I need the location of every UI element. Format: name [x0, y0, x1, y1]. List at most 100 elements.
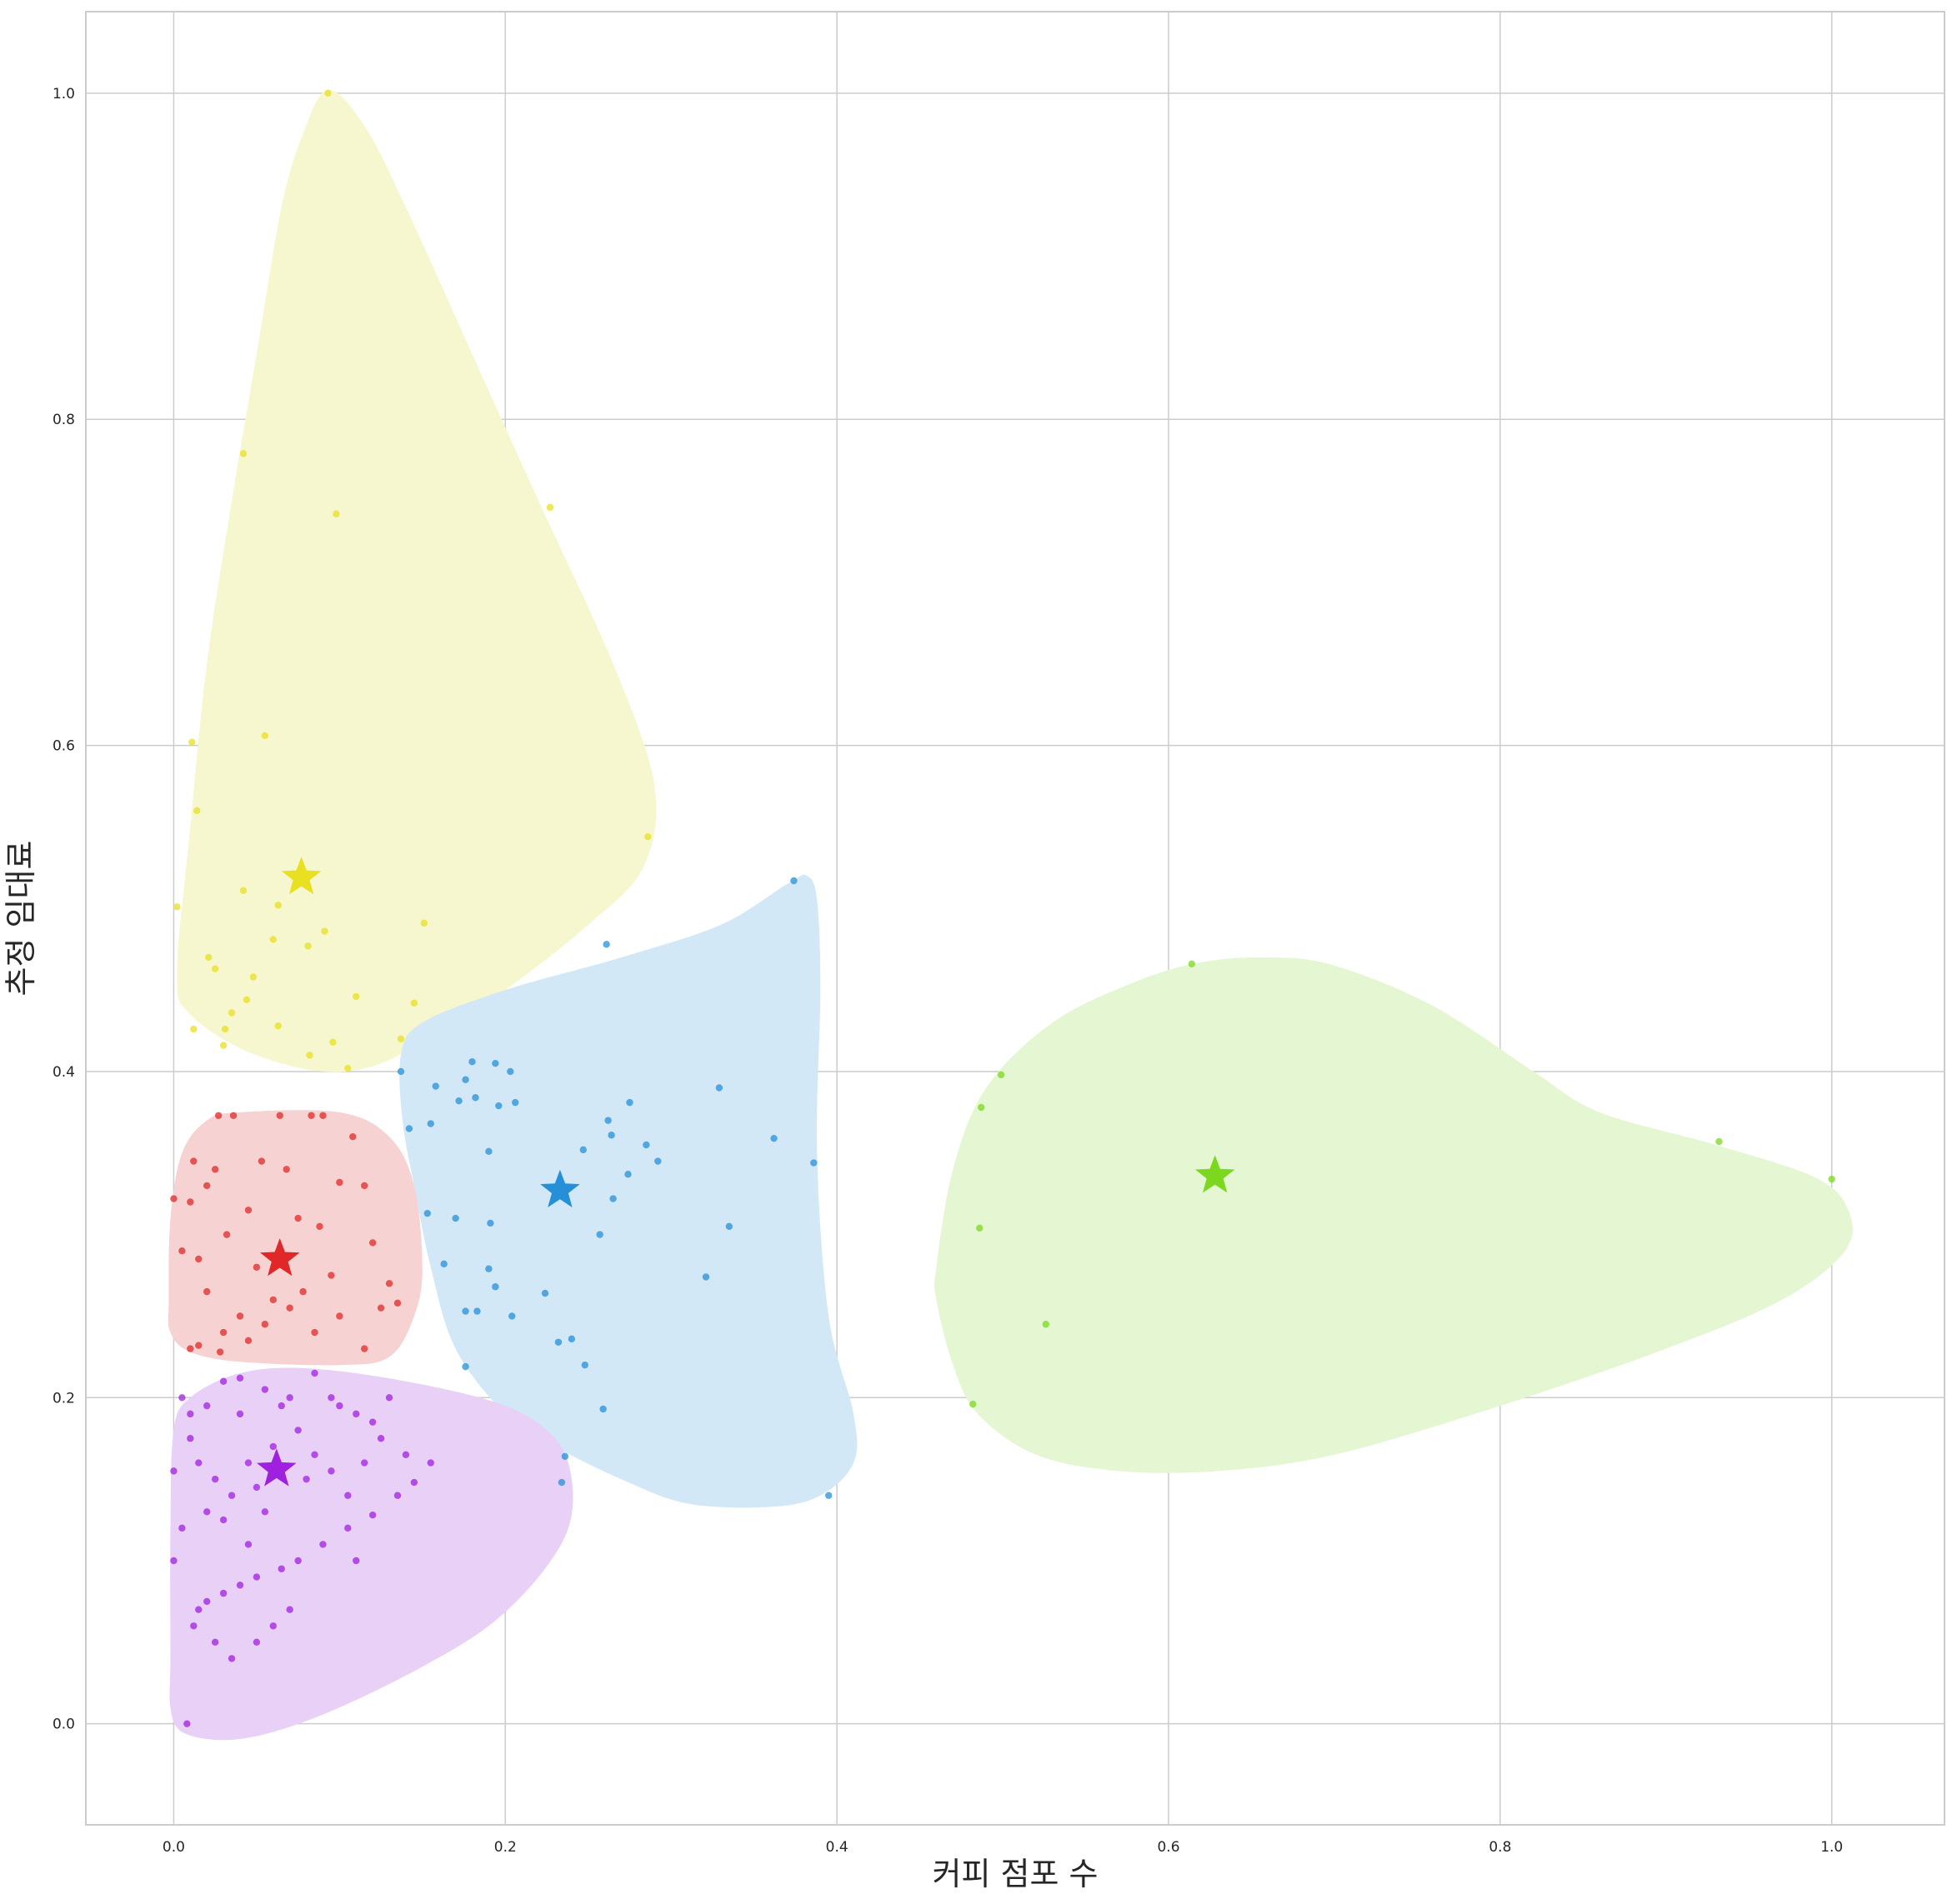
data-point — [203, 1508, 211, 1516]
data-point — [294, 1557, 302, 1565]
data-point — [183, 1720, 191, 1727]
data-point — [420, 919, 428, 927]
data-point — [236, 1312, 244, 1320]
data-point — [195, 1606, 203, 1613]
data-point — [368, 1239, 377, 1247]
data-point — [393, 1492, 402, 1499]
data-point — [319, 1541, 327, 1548]
data-point — [294, 1214, 302, 1222]
data-point — [219, 1516, 228, 1524]
data-point — [1828, 1175, 1835, 1183]
data-point — [508, 1312, 516, 1320]
x-tick-label: 0.2 — [494, 1839, 517, 1856]
data-point — [385, 1280, 393, 1287]
data-point — [219, 1589, 228, 1597]
data-point — [624, 1171, 632, 1178]
data-point — [715, 1084, 723, 1092]
data-point — [328, 1272, 335, 1279]
data-point — [512, 1098, 519, 1107]
data-point — [316, 1222, 323, 1231]
data-point — [487, 1219, 494, 1227]
data-point — [278, 1402, 285, 1410]
data-point — [269, 936, 277, 943]
data-point — [546, 503, 554, 512]
data-point — [187, 1198, 194, 1206]
data-point — [178, 1247, 186, 1255]
data-point — [170, 1195, 178, 1202]
data-point — [178, 1524, 186, 1532]
data-point — [303, 1475, 310, 1483]
data-point — [311, 1328, 318, 1337]
data-point — [485, 1147, 493, 1156]
centroid-star-2 — [1194, 1155, 1235, 1193]
data-point — [187, 1435, 194, 1442]
cluster-region-2 — [934, 957, 1853, 1473]
y-axis-title: 추정 임대료 — [3, 841, 39, 997]
data-point — [306, 1052, 313, 1059]
y-tick-label: 1.0 — [53, 86, 75, 102]
data-point — [997, 1071, 1005, 1079]
data-point — [219, 1042, 228, 1049]
data-point — [978, 1103, 985, 1112]
data-point — [427, 1459, 434, 1467]
data-point — [361, 1182, 368, 1190]
data-point — [258, 1157, 266, 1165]
data-point — [790, 877, 798, 885]
data-point — [261, 1386, 269, 1393]
data-point — [603, 941, 610, 948]
data-point — [269, 1296, 277, 1304]
data-point — [274, 1022, 282, 1030]
data-point — [228, 1009, 236, 1017]
data-point — [239, 450, 248, 457]
centroid-markers — [257, 857, 1235, 1487]
data-point — [410, 999, 418, 1007]
data-point — [244, 1337, 253, 1345]
data-point — [402, 1451, 410, 1458]
data-point — [333, 510, 340, 517]
data-point — [261, 1508, 269, 1516]
data-point — [969, 1400, 977, 1408]
data-point — [579, 1146, 587, 1154]
data-point — [596, 1231, 603, 1238]
data-point — [353, 992, 360, 1001]
data-point — [440, 1260, 448, 1268]
data-point — [554, 1338, 563, 1346]
data-point — [319, 1112, 327, 1119]
data-point — [187, 1345, 194, 1352]
data-point — [353, 1410, 360, 1418]
data-point — [324, 89, 332, 97]
data-point — [244, 1541, 253, 1548]
data-point — [269, 1622, 277, 1630]
data-point — [274, 902, 282, 909]
data-point — [278, 1565, 285, 1572]
data-point — [361, 1459, 368, 1467]
tick-labels: 0.0 0.2 0.4 0.6 0.8 1.0 0.0 0.2 0.4 0.6 0.8 1.0 — [53, 86, 1843, 1856]
data-point — [311, 1451, 318, 1458]
data-point — [173, 903, 181, 911]
data-point — [286, 1394, 293, 1402]
data-point — [276, 1112, 283, 1119]
data-point — [472, 1094, 479, 1102]
data-point — [492, 1059, 499, 1067]
data-point — [427, 1120, 434, 1127]
data-point — [249, 973, 258, 981]
centroid-star-1 — [540, 1169, 580, 1207]
data-point — [228, 1655, 236, 1662]
data-point — [203, 1402, 211, 1410]
data-point — [368, 1512, 377, 1519]
data-point — [344, 1492, 352, 1499]
y-tick-label: 0.0 — [53, 1717, 75, 1733]
data-point — [244, 1207, 253, 1214]
cluster-regions — [168, 89, 1853, 1741]
data-point — [328, 1394, 335, 1402]
data-point — [219, 1328, 228, 1337]
data-point — [211, 965, 219, 972]
y-tick-label: 0.4 — [53, 1064, 75, 1081]
data-point — [377, 1435, 385, 1442]
data-point — [286, 1606, 293, 1613]
data-point — [190, 1157, 198, 1165]
data-point — [195, 1459, 203, 1467]
data-point — [304, 942, 312, 950]
data-point — [205, 953, 213, 962]
data-point — [609, 1195, 617, 1202]
